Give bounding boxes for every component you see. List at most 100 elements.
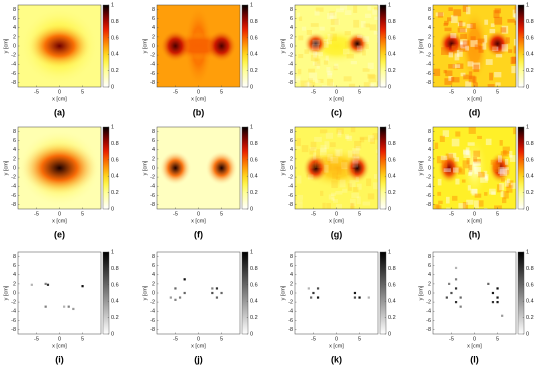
heatmap-noise	[445, 153, 454, 158]
heatmap-noise	[308, 68, 316, 73]
y-tick-label: -2	[426, 175, 431, 181]
heatmap-noise	[373, 174, 378, 179]
x-tick-label: -5	[34, 89, 39, 95]
panel-caption: (j)	[194, 354, 203, 364]
y-tick-label: 4	[13, 25, 16, 31]
x-tick-label: -5	[311, 211, 316, 217]
heatmap-noise	[351, 192, 360, 199]
heatmap-noise	[457, 22, 466, 27]
heatmap-noise	[376, 32, 378, 38]
heatmap-noise	[327, 33, 333, 40]
colorbar-tick-label: 0.8	[526, 266, 534, 272]
heatmap-blob	[205, 150, 238, 186]
heatmap-noise	[347, 150, 355, 158]
heatmap-noise	[306, 29, 313, 35]
heatmap-noise	[324, 164, 329, 173]
heatmap-noise	[477, 38, 485, 44]
panel: -5 0 5 8 6 4 2 0 -2 -4 -6 -8 x [cm] y [cm] 0 0.2 0.4 0.6 0…	[142, 249, 257, 364]
heatmap-blob	[206, 30, 237, 62]
heatmap-noise	[471, 188, 478, 196]
y-tick-label: -2	[11, 175, 16, 181]
heatmap-noise	[350, 127, 356, 133]
heatmap-point	[307, 287, 310, 290]
heatmap-noise	[330, 82, 335, 87]
colorbar-tick-label: 0.2	[526, 315, 534, 321]
y-tick-label: 2	[152, 281, 155, 287]
x-axis-label: x [cm]	[52, 218, 67, 224]
x-axis-label: x [cm]	[467, 343, 482, 349]
heatmap-noise	[437, 178, 442, 186]
y-tick-label: 8	[152, 254, 155, 260]
heatmap-noise	[473, 159, 481, 164]
heatmap-noise	[329, 142, 336, 148]
panel: -5 0 5 8 6 4 2 0 -2 -4 -6 -8 x [cm] y [cm] 0 0.2 0.4 0.6 0…	[3, 249, 118, 364]
heatmap-noise	[478, 46, 484, 53]
heatmap-noise	[353, 150, 360, 159]
heatmap-blob	[438, 30, 465, 58]
y-axis-label: y [cm]	[142, 285, 148, 300]
y-tick-label: -2	[150, 53, 155, 59]
panel-caption: (k)	[331, 354, 342, 364]
heatmap-noise	[443, 23, 448, 27]
heatmap-noise	[470, 23, 476, 30]
y-tick-label: 0	[13, 43, 16, 49]
heatmap-noise	[439, 135, 445, 143]
x-axis-label: x [cm]	[467, 96, 482, 102]
heatmap-noise	[504, 180, 509, 187]
heatmap-noise	[374, 16, 378, 21]
heatmap-noise	[319, 26, 325, 31]
heatmap-noise	[296, 138, 301, 147]
heatmap-noise	[468, 170, 473, 175]
x-axis-label: x [cm]	[191, 343, 206, 349]
heatmap-background	[157, 252, 240, 334]
heatmap-noise	[362, 68, 370, 72]
y-tick-label: 6	[428, 138, 431, 144]
heatmap-noise	[319, 129, 328, 134]
colorbar	[379, 251, 387, 335]
heatmap-point	[496, 296, 499, 299]
y-axis-label: y [cm]	[142, 38, 148, 53]
heatmap-noise	[451, 76, 455, 82]
heatmap-noise	[350, 203, 355, 209]
heatmap-noise	[332, 199, 338, 203]
x-tick-label: -5	[173, 89, 178, 95]
heatmap-point	[448, 282, 451, 285]
x-tick-label: -5	[449, 211, 454, 217]
heatmap-noise	[330, 18, 339, 25]
colorbar-tick-label: 0	[111, 84, 114, 90]
heatmap-noise	[460, 33, 467, 39]
heatmap-noise	[298, 16, 303, 21]
colorbar-tick-label: 0.4	[526, 52, 534, 58]
heatmap-point	[459, 296, 462, 299]
heatmap-noise	[363, 82, 371, 87]
heatmap-noise	[297, 68, 302, 75]
heatmap-noise	[467, 61, 474, 67]
heatmap-noise	[333, 65, 338, 71]
colorbar-tick-label: 0.8	[388, 141, 396, 147]
x-tick-label: 5	[496, 211, 499, 217]
heatmap-point	[44, 282, 47, 285]
heatmap-noise	[372, 133, 378, 140]
heatmap-noise	[491, 191, 496, 195]
heatmap-noise	[332, 172, 338, 180]
y-tick-label: -6	[150, 318, 155, 324]
heatmap-noise	[441, 160, 448, 168]
heatmap-noise	[308, 82, 316, 87]
heatmap-noise	[437, 191, 442, 196]
heatmap-noise	[465, 81, 472, 87]
heatmap-noise	[501, 178, 505, 182]
y-axis-label: y [cm]	[3, 38, 9, 53]
heatmap-noise	[317, 158, 324, 164]
heatmap-noise	[343, 76, 352, 82]
heatmap-noise	[457, 168, 465, 175]
heatmap-noise	[301, 26, 307, 31]
heatmap-noise	[468, 71, 473, 80]
heatmap-point	[174, 287, 177, 290]
heatmap-noise	[326, 67, 331, 73]
heatmap-image	[295, 252, 378, 334]
heatmap-noise	[461, 179, 466, 183]
heatmap-image	[433, 5, 516, 87]
y-tick-label: -6	[426, 193, 431, 199]
x-tick-label: 0	[335, 211, 338, 217]
